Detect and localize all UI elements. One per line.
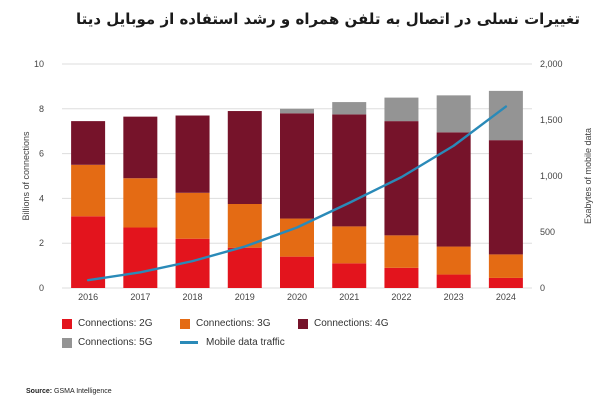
bar-segment-2g — [280, 256, 314, 288]
bar-segment-3g — [488, 254, 523, 278]
x-tick-label: 2016 — [78, 292, 98, 302]
bar-segment-3g — [71, 164, 106, 217]
bar-segment-3g — [175, 192, 210, 239]
bar-segment-5g — [280, 108, 314, 114]
legend: Connections: 2G Connections: 3G Connecti… — [62, 318, 422, 348]
bars — [71, 90, 523, 288]
source-text: GSMA Intelligence — [54, 388, 112, 395]
x-tick-label: 2020 — [287, 292, 307, 302]
legend-swatch-3g — [180, 318, 190, 329]
tick-labels: 0 2 4 6 8 10 0 500 1,000 1,500 2,000 2016 2017 2018 20… — [34, 59, 563, 302]
source-label: Source: — [26, 388, 53, 395]
y-tick-label: 2 — [39, 238, 44, 248]
legend-swatch-4g — [298, 318, 308, 329]
bar-segment-4g — [227, 111, 262, 204]
bar-segment-4g — [175, 115, 210, 193]
y2-tick-label: 1,000 — [540, 171, 563, 181]
bar-segment-2g — [488, 277, 523, 288]
legend-label-4g: Connections: 4G — [314, 318, 389, 329]
traffic-line-group — [86, 105, 508, 282]
y-tick-label: 4 — [39, 193, 44, 203]
bar-segment-5g — [436, 95, 471, 133]
bar-segment-4g — [123, 116, 158, 179]
bar-segment-2g — [71, 216, 106, 288]
x-tick-label: 2022 — [391, 292, 411, 302]
x-tick-label: 2019 — [235, 292, 255, 302]
x-tick-label: 2021 — [339, 292, 359, 302]
legend-item-3g: Connections: 3G — [180, 318, 298, 329]
y2-tick-label: 0 — [540, 283, 545, 293]
y-tick-label: 10 — [34, 59, 44, 69]
legend-label-2g: Connections: 2G — [78, 318, 153, 329]
legend-swatch-2g — [62, 318, 72, 329]
y-tick-label: 8 — [39, 104, 44, 114]
legend-label-traffic: Mobile data traffic — [206, 337, 285, 348]
bar-segment-3g — [123, 178, 158, 228]
y-tick-label: 0 — [39, 283, 44, 293]
x-tick-label: 2023 — [444, 292, 464, 302]
bar-segment-5g — [384, 97, 419, 122]
bar-segment-5g — [332, 102, 367, 115]
y-axis-label: Billions of connections — [21, 131, 31, 221]
y2-tick-label: 500 — [540, 227, 555, 237]
bar-segment-3g — [384, 235, 419, 268]
y2-axis-label: Exabytes of mobile data — [583, 128, 593, 224]
bar-segment-3g — [332, 226, 367, 264]
bar-segment-3g — [436, 246, 471, 275]
legend-swatch-5g — [62, 337, 72, 348]
bar-segment-2g — [227, 247, 262, 288]
chart-title: تغییرات نسلی در اتصال به تلفن همراه و رش… — [75, 10, 580, 28]
bar-segment-4g — [488, 140, 523, 255]
y2-tick-label: 1,500 — [540, 115, 563, 125]
source-note: Source: GSMA Intelligence — [26, 388, 112, 395]
bar-segment-4g — [71, 121, 106, 165]
y-tick-label: 6 — [39, 149, 44, 159]
bar-segment-2g — [332, 263, 367, 288]
y2-tick-label: 2,000 — [540, 59, 563, 69]
bar-segment-2g — [436, 274, 471, 288]
legend-label-3g: Connections: 3G — [196, 318, 271, 329]
legend-label-5g: Connections: 5G — [78, 337, 153, 348]
x-tick-label: 2024 — [496, 292, 516, 302]
legend-item-5g: Connections: 5G — [62, 337, 180, 348]
legend-item-4g: Connections: 4G — [298, 318, 422, 329]
bar-segment-2g — [123, 227, 158, 288]
legend-item-2g: Connections: 2G — [62, 318, 180, 329]
bar-segment-4g — [436, 132, 471, 247]
legend-swatch-traffic — [180, 341, 198, 344]
x-tick-label: 2017 — [130, 292, 150, 302]
bar-segment-2g — [384, 267, 419, 288]
bar-segment-4g — [280, 113, 314, 219]
bar-segment-3g — [227, 204, 262, 248]
chart: 0 2 4 6 8 10 0 500 1,000 1,500 2,000 2016 2017 2018 20… — [21, 59, 593, 302]
legend-item-traffic: Mobile data traffic — [180, 337, 298, 348]
bar-segment-3g — [280, 218, 314, 257]
x-tick-label: 2018 — [183, 292, 203, 302]
